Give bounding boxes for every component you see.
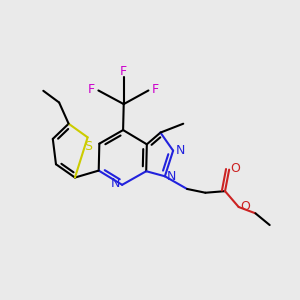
Text: F: F [152, 83, 159, 96]
Text: O: O [230, 161, 240, 175]
Text: N: N [167, 170, 176, 183]
Text: S: S [84, 140, 92, 153]
Text: O: O [240, 200, 250, 214]
Text: F: F [120, 65, 127, 78]
Text: N: N [176, 143, 185, 157]
Text: F: F [88, 83, 95, 96]
Text: N: N [110, 177, 120, 190]
